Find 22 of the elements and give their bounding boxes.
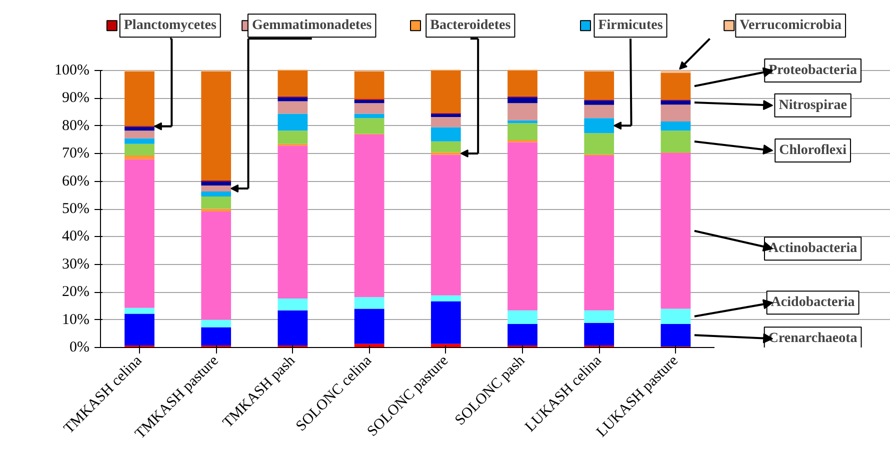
y-tick-label: 40% [62,228,90,245]
y-tick-label: 20% [62,284,90,300]
y-tick-label: 90% [62,90,90,106]
text: Proteobacteria [768,63,858,78]
legend-label: Bacteroidetes [430,18,512,34]
legend-label: Planctomycetes [124,18,217,34]
y-tick-label: 100% [54,62,90,78]
y-tick-label: 60% [62,173,90,190]
text: Chloroflexi [779,143,847,158]
text: Acidobacteria [770,295,855,310]
text: Crenarchaeota [768,331,858,346]
text: Actinobacteria [768,241,858,256]
text: Nitrospirae [778,98,847,113]
y-tick-label: 80% [62,118,90,134]
y-tick-label: 10% [62,312,90,328]
legend-label: Firmicutes [598,18,664,34]
y-tick-label: 70% [62,146,90,162]
y-tick-label: 50% [62,201,90,217]
y-tick-label: 0% [70,340,90,356]
y-tick-label: 30% [62,256,90,272]
legend-label: Gemmatimonadetes [252,18,372,34]
legend-label: Verrucomicrobia [740,18,842,34]
